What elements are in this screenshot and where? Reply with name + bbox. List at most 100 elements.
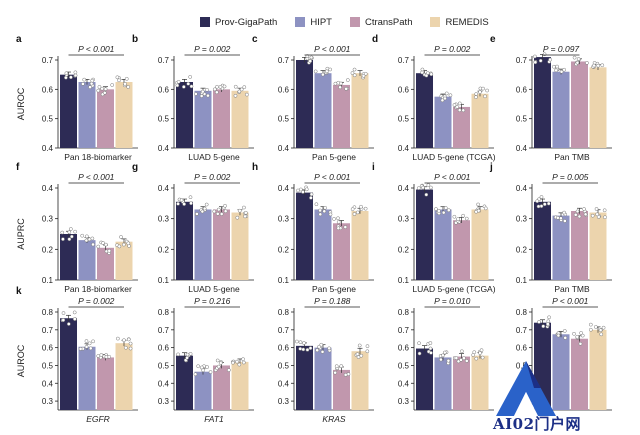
data-point [476, 208, 481, 213]
y-tick-label: 0.2 [278, 245, 290, 254]
data-point [478, 351, 482, 355]
legend-item-hipt[interactable]: HIPT [295, 17, 332, 28]
data-point [588, 327, 593, 332]
data-point [317, 344, 321, 349]
p-value-label: P < 0.001 [78, 172, 115, 182]
data-point [84, 238, 89, 243]
data-point [546, 201, 551, 206]
data-point [420, 67, 425, 72]
bar [333, 369, 350, 410]
legend-item-ctranspath[interactable]: CtransPath [349, 16, 413, 28]
data-point [361, 73, 366, 78]
data-point [96, 88, 101, 93]
data-point [117, 244, 122, 249]
data-point [328, 212, 333, 217]
data-point [117, 78, 121, 83]
data-point [533, 60, 538, 65]
data-point [327, 346, 331, 351]
data-point [481, 86, 485, 91]
y-tick-label: 0.4 [42, 379, 54, 388]
y-tick-label: 0.6 [398, 85, 410, 94]
y-tick-label: 0.1 [516, 276, 528, 285]
data-point [69, 75, 73, 80]
watermark-logo-icon [496, 361, 556, 416]
data-point [590, 213, 595, 218]
data-point [126, 241, 131, 246]
panel-letter: g [132, 162, 138, 173]
legend-item-remedis[interactable]: REMEDIS [430, 17, 489, 28]
data-point [563, 219, 567, 223]
data-point [215, 211, 220, 216]
data-point [554, 68, 558, 73]
data-point [308, 59, 313, 63]
data-point [176, 352, 180, 357]
y-tick-label: 0.7 [158, 56, 170, 65]
data-point [359, 204, 363, 209]
data-point [417, 351, 422, 356]
data-point [355, 210, 360, 215]
data-point [545, 322, 550, 326]
y-tick-label: 0.6 [398, 344, 410, 353]
data-point [313, 69, 318, 74]
data-point [231, 360, 235, 365]
bar [97, 247, 114, 280]
y-tick-label: 0.2 [516, 245, 528, 254]
data-point [575, 209, 580, 214]
data-point [322, 209, 327, 214]
data-point [474, 356, 479, 361]
data-point [602, 208, 607, 213]
data-point [90, 78, 95, 83]
bar [78, 240, 96, 280]
data-point [186, 81, 191, 86]
legend-item-prov-gigapath[interactable]: Prov-GigaPath [200, 17, 277, 28]
x-axis-label: Pan 5-gene [312, 152, 356, 162]
y-tick-label: 0.5 [42, 115, 54, 124]
data-point [61, 311, 66, 315]
x-axis-label: Pan TMB [554, 152, 590, 162]
bar [416, 73, 433, 148]
data-point [73, 73, 78, 78]
data-point [61, 318, 66, 322]
legend-swatch [200, 17, 210, 27]
y-tick-label: 0.6 [42, 344, 54, 353]
legend-label: CtransPath [364, 16, 413, 28]
data-point [339, 81, 343, 86]
data-point [556, 333, 561, 338]
data-point [343, 225, 348, 229]
data-point [538, 58, 543, 63]
y-tick-label: 0.4 [516, 144, 528, 153]
y-tick-label: 0.3 [158, 215, 170, 224]
data-point [179, 198, 184, 203]
p-value-label: P = 0.010 [434, 296, 471, 306]
data-point [87, 341, 92, 346]
x-axis-label: KRAS [322, 414, 345, 424]
bar [314, 73, 332, 148]
p-value-label: P = 0.002 [434, 44, 471, 54]
bar [471, 209, 489, 280]
data-point [299, 187, 303, 192]
bar [115, 343, 133, 410]
panel-letter: c [252, 34, 258, 45]
data-point [333, 370, 337, 375]
data-point [104, 355, 109, 359]
data-point [580, 333, 585, 338]
p-value-label: P = 0.002 [194, 172, 231, 182]
legend-label: HIPT [310, 16, 332, 28]
data-point [365, 344, 370, 349]
y-tick-label: 0.7 [398, 56, 410, 65]
bar [213, 89, 230, 148]
data-point [539, 195, 544, 199]
y-tick-label: 0.7 [42, 326, 54, 335]
y-tick-label: 0.5 [516, 361, 528, 370]
data-point [416, 186, 421, 190]
panel-letter: f [16, 162, 20, 173]
y-tick-label: 0.4 [42, 144, 54, 153]
y-tick-label: 0.7 [42, 56, 54, 65]
data-point [441, 210, 446, 215]
data-point [302, 341, 306, 345]
data-point [359, 353, 364, 358]
data-point [295, 339, 299, 344]
data-point [241, 357, 245, 362]
data-point [472, 350, 477, 355]
data-point [462, 356, 466, 361]
